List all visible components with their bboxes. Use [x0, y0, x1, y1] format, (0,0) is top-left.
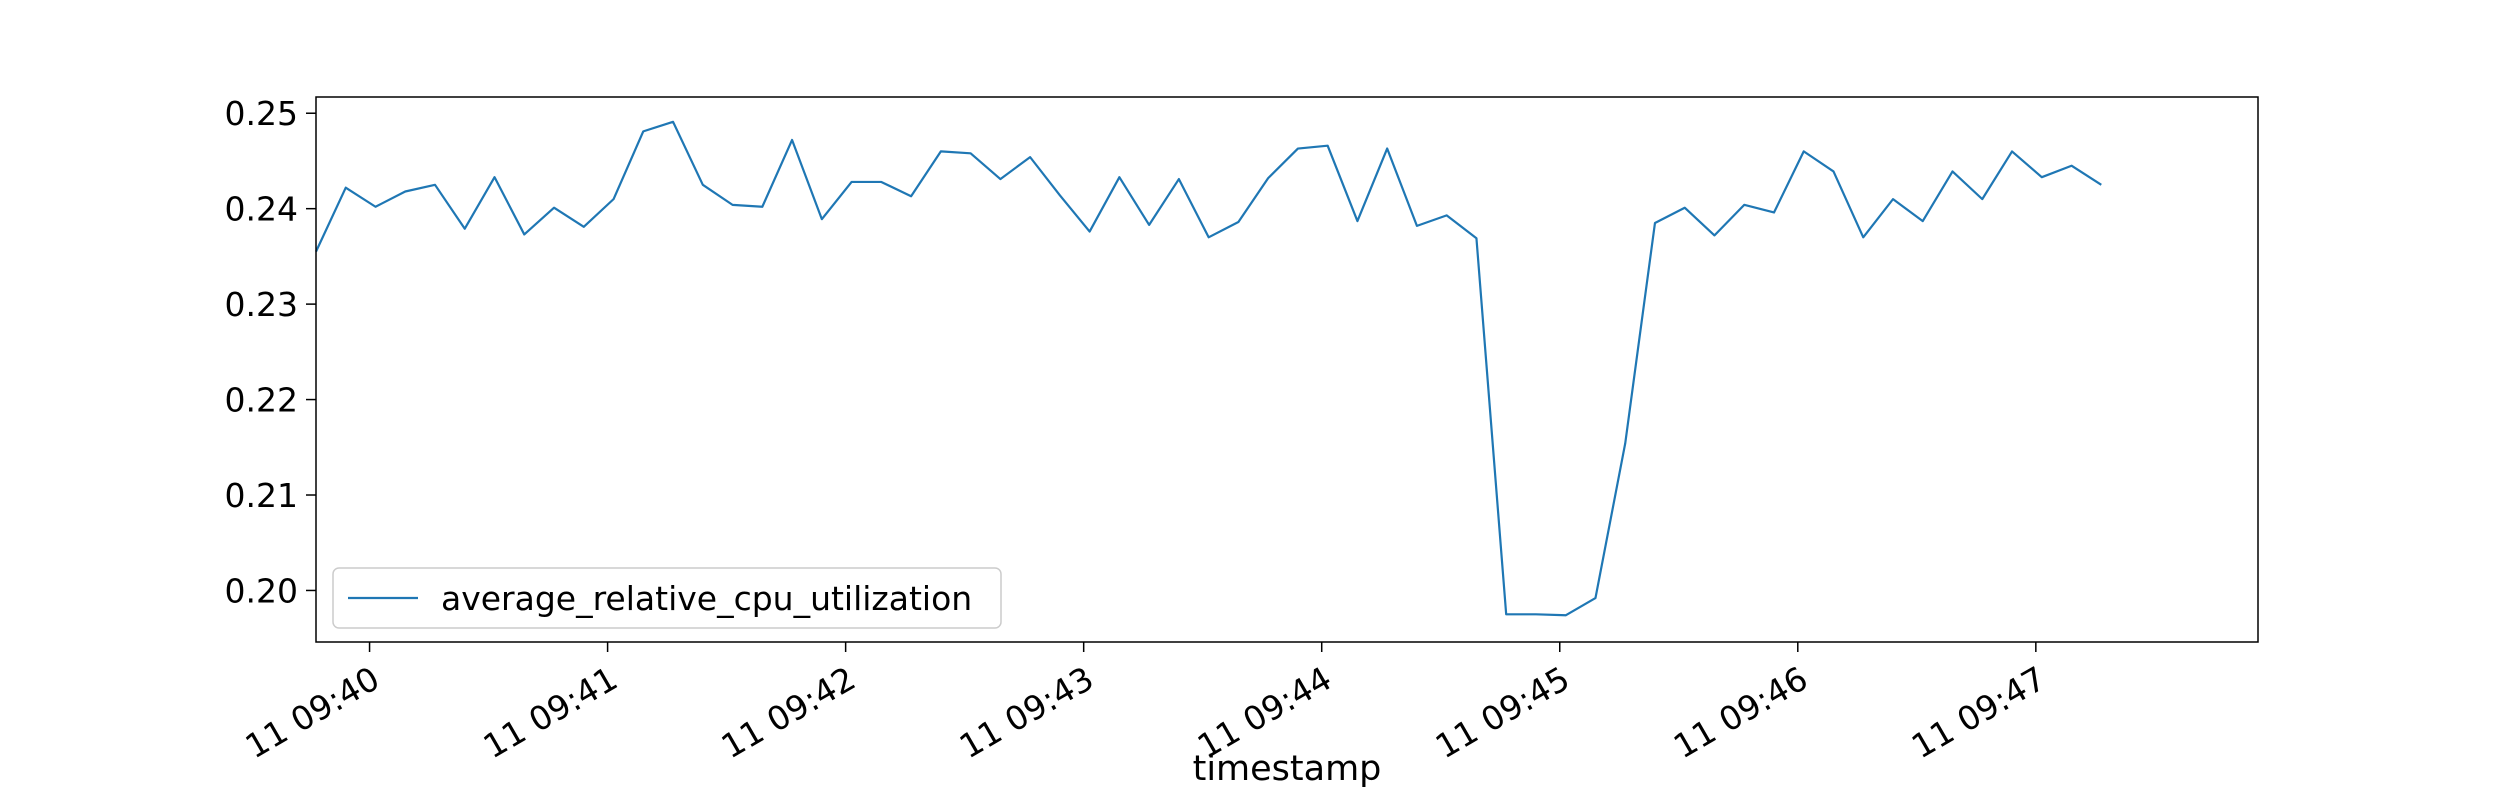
legend: average_relative_cpu_utilization	[332, 567, 1002, 629]
axis-ticks: 0.20 0.21 0.22 0.23 0.24 0.25 11 09:40 11 09:41…	[225, 94, 2053, 766]
y-tick-label: 0.21	[225, 476, 298, 515]
x-tick-label: 11 09:43	[953, 659, 1100, 767]
x-tick-label: 11 09:40	[239, 659, 386, 767]
x-tick-label: 11 09:41	[477, 659, 624, 767]
series-line-average-relative-cpu-utilization	[315, 120, 2102, 617]
legend-label-average-relative-cpu-utilization: average_relative_cpu_utilization	[441, 579, 972, 618]
legend-box	[332, 567, 1002, 629]
plot-frame	[315, 96, 2259, 643]
y-tick-label: 0.24	[225, 190, 298, 229]
y-tick-label: 0.20	[225, 571, 298, 610]
x-axis-label: timestamp	[1193, 749, 1382, 789]
x-tick-label: 11 09:45	[1429, 659, 1576, 767]
x-tick-label: 11 09:47	[1905, 659, 2052, 767]
y-tick-label: 0.22	[225, 381, 298, 420]
y-tick-label: 0.25	[225, 94, 298, 133]
x-tick-label: 11 09:46	[1667, 659, 1814, 767]
y-tick-label: 0.23	[225, 285, 298, 324]
series-layer	[315, 120, 2102, 617]
x-tick-label: 11 09:42	[715, 659, 862, 767]
